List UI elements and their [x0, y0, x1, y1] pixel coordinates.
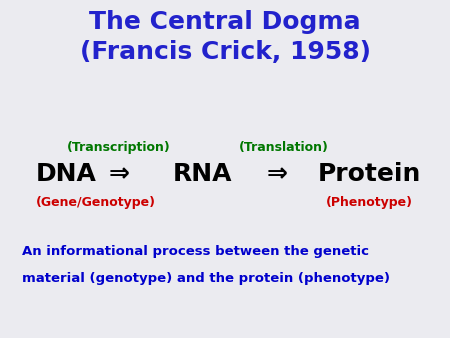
Text: ⇒: ⇒: [266, 162, 287, 186]
Text: (Phenotype): (Phenotype): [325, 196, 413, 209]
Text: (Transcription): (Transcription): [68, 141, 171, 153]
Text: ⇒: ⇒: [109, 162, 130, 186]
Text: An informational process between the genetic: An informational process between the gen…: [22, 245, 369, 258]
Text: RNA: RNA: [173, 162, 232, 186]
Text: (Gene/Genotype): (Gene/Genotype): [36, 196, 156, 209]
Text: DNA: DNA: [36, 162, 97, 186]
Text: The Central Dogma
(Francis Crick, 1958): The Central Dogma (Francis Crick, 1958): [80, 10, 370, 64]
Text: Protein: Protein: [317, 162, 421, 186]
Text: material (genotype) and the protein (phenotype): material (genotype) and the protein (phe…: [22, 272, 391, 285]
Text: (Translation): (Translation): [238, 141, 328, 153]
